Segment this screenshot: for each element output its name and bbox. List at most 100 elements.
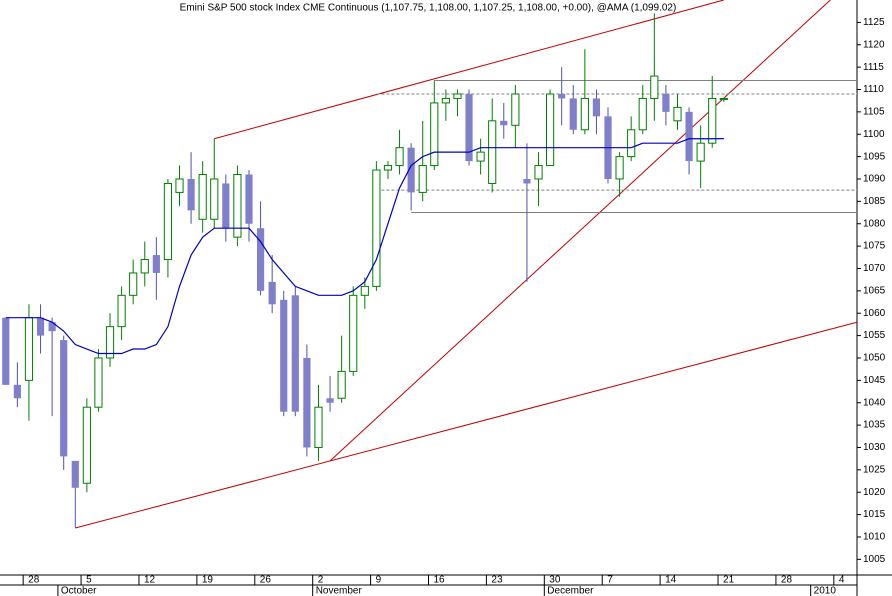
x-tick-label: 19 (202, 575, 214, 586)
candle-body (372, 169, 381, 287)
y-tick-label: 1055 (863, 330, 886, 341)
y-tick-label: 1025 (863, 464, 886, 475)
candle-body (430, 102, 439, 167)
candle-body (534, 165, 543, 180)
y-tick-label: 1070 (863, 263, 886, 274)
candle-body (129, 272, 138, 296)
trend-line (214, 0, 724, 140)
candle-body (360, 285, 369, 296)
candle-body (233, 174, 242, 238)
candle-body (140, 259, 149, 274)
candle-body (175, 178, 184, 193)
candle-body (222, 183, 230, 229)
x-tick-label: 30 (549, 575, 561, 586)
candle-body (117, 294, 126, 328)
candle-body (60, 340, 68, 457)
month-label: 2010 (814, 586, 837, 596)
candle-body (152, 255, 160, 273)
candle-body (395, 147, 404, 167)
candle-body (245, 174, 253, 224)
candle-body (511, 93, 520, 126)
x-tick-label: 2 (318, 575, 324, 586)
candle-body (453, 93, 462, 99)
candle-body (407, 147, 415, 193)
candle-body (303, 357, 311, 448)
candle-body (94, 357, 103, 408)
x-tick-label: 5 (86, 575, 92, 586)
candle-body (383, 165, 393, 171)
y-tick-label: 1045 (863, 375, 886, 386)
candle-body (163, 182, 173, 261)
y-tick-label: 1085 (863, 196, 886, 207)
candle-body (326, 398, 334, 403)
x-tick-label: 28 (28, 575, 40, 586)
candle-body (24, 317, 34, 381)
candle-body (638, 97, 647, 131)
candle-body (580, 97, 589, 131)
y-tick-label: 1060 (863, 308, 886, 319)
candle-body (441, 97, 450, 104)
candle-body (719, 97, 728, 101)
y-tick-label: 1075 (863, 241, 886, 252)
y-tick-label: 1115 (863, 62, 884, 73)
trend-line (329, 0, 831, 462)
chart-title: Emini S&P 500 stock Index CME Continuous… (180, 3, 677, 14)
y-tick-label: 1035 (863, 420, 886, 431)
y-tick-label: 1005 (863, 554, 886, 565)
y-tick-label: 1090 (863, 174, 886, 185)
candle-body (465, 93, 473, 162)
candle-body (210, 178, 219, 220)
y-tick-label: 1120 (863, 39, 885, 50)
candle-body (627, 129, 636, 158)
candle-body (349, 294, 358, 372)
month-label: December (547, 586, 594, 596)
month-label: November (316, 586, 363, 596)
candle-body (105, 326, 115, 359)
candle-body (673, 106, 682, 122)
candle-body (696, 142, 705, 162)
candle-body (650, 75, 659, 99)
candle-body (523, 178, 531, 184)
candle-body (314, 406, 323, 448)
ama-line (5, 138, 724, 355)
x-tick-label: 21 (723, 575, 735, 586)
plot-area (2, 0, 857, 529)
y-tick-label: 1080 (863, 218, 886, 229)
x-tick-label: 12 (144, 575, 156, 586)
candle-body (569, 98, 577, 130)
candle-body (71, 460, 79, 488)
candle-body (268, 281, 276, 305)
y-tick-label: 1110 (863, 84, 884, 95)
x-tick-label: 7 (607, 575, 613, 586)
candle-body (2, 317, 10, 385)
y-tick-label: 1030 (863, 442, 886, 453)
candle-body (198, 174, 207, 220)
y-tick-label: 1040 (863, 397, 886, 408)
candle-body (256, 228, 265, 291)
candle-body (48, 322, 56, 332)
candle-body (476, 151, 485, 162)
x-tick-label: 16 (434, 575, 446, 586)
candle-body (280, 299, 288, 412)
candle-body (187, 178, 195, 211)
candle-body (13, 384, 21, 399)
y-tick-label: 1015 (863, 509, 886, 520)
trend-line (75, 321, 857, 529)
candle-body (36, 317, 45, 336)
y-tick-label: 1020 (863, 487, 886, 498)
y-tick-label: 1125 (863, 17, 885, 28)
candle-body (558, 93, 566, 99)
y-tick-label: 1050 (863, 353, 886, 364)
y-tick-label: 1100 (863, 129, 885, 140)
candle-body (615, 156, 624, 180)
x-tick-label: 23 (491, 575, 503, 586)
x-tick-label: 9 (376, 575, 382, 586)
candle-body (500, 120, 508, 126)
candle-body (662, 93, 670, 112)
candle-body (337, 370, 346, 399)
candle-body (418, 165, 427, 193)
candle-body (546, 93, 555, 167)
candle-body (592, 98, 601, 117)
